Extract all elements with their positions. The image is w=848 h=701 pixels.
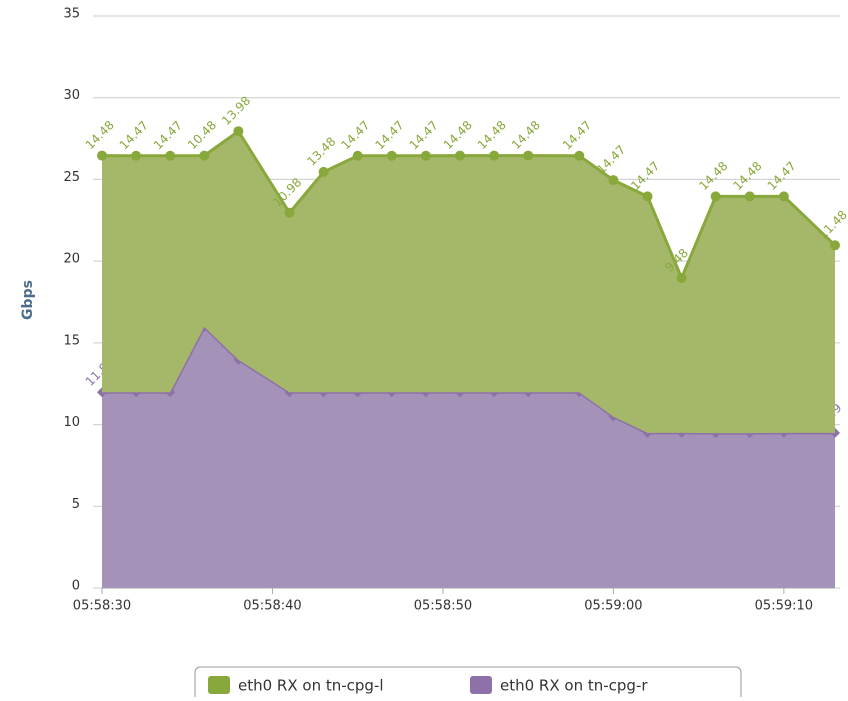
- data-label: 14.47: [151, 118, 185, 152]
- data-label: 14.48: [696, 159, 730, 193]
- y-tick-label: 30: [63, 88, 80, 103]
- data-label: 14.47: [338, 118, 372, 152]
- data-label: 14.47: [407, 118, 441, 152]
- legend-box: [194, 666, 742, 701]
- y-axis-label: Gbps: [20, 280, 36, 320]
- legend-label: eth0 RX on tn-cpg-r: [500, 677, 648, 695]
- y-tick-label: 20: [63, 252, 80, 267]
- point: [489, 150, 500, 161]
- point: [608, 175, 619, 186]
- y-tick-label: 5: [72, 497, 80, 512]
- point: [318, 166, 329, 177]
- point: [710, 191, 721, 202]
- point: [284, 207, 295, 218]
- point: [778, 191, 789, 202]
- data-label: 14.48: [441, 118, 475, 152]
- y-tick-label: 35: [63, 7, 80, 22]
- point: [574, 150, 585, 161]
- y-tick-label: 25: [63, 170, 80, 185]
- y-tick-label: 0: [72, 579, 80, 594]
- x-tick-label: 05:58:30: [73, 599, 131, 614]
- data-label: 14.48: [730, 159, 764, 193]
- point: [830, 240, 840, 251]
- point: [744, 191, 755, 202]
- data-label: 14.47: [594, 142, 628, 176]
- x-tick-label: 05:58:50: [414, 599, 472, 614]
- data-label: 14.47: [117, 118, 151, 152]
- point: [454, 150, 465, 161]
- point: [352, 150, 363, 161]
- point: [233, 126, 244, 137]
- x-tick-label: 05:58:40: [243, 599, 301, 614]
- data-label: 14.48: [509, 118, 543, 152]
- data-label: 14.47: [372, 118, 406, 152]
- y-tick-label: 10: [63, 415, 80, 430]
- point: [199, 150, 210, 161]
- point: [523, 150, 534, 161]
- point: [420, 150, 431, 161]
- data-label: 14.47: [765, 159, 799, 193]
- x-tick-label: 05:59:00: [584, 599, 642, 614]
- point: [97, 150, 107, 161]
- point: [642, 191, 653, 202]
- data-label: 14.47: [628, 159, 662, 193]
- point: [165, 150, 176, 161]
- legend-label: eth0 RX on tn-cpg-l: [238, 677, 384, 695]
- data-label: 11.48: [816, 208, 848, 242]
- legend-swatch: [208, 676, 230, 694]
- data-label: 14.48: [83, 118, 117, 152]
- data-label: 14.47: [560, 118, 594, 152]
- x-tick-label: 05:59:10: [755, 599, 813, 614]
- point: [386, 150, 397, 161]
- point: [676, 272, 687, 283]
- y-tick-label: 15: [63, 333, 80, 348]
- data-label: 13.98: [219, 94, 253, 128]
- data-label: 14.48: [475, 118, 509, 152]
- legend-swatch: [470, 676, 492, 694]
- data-label: 13.48: [304, 134, 338, 168]
- point: [131, 150, 142, 161]
